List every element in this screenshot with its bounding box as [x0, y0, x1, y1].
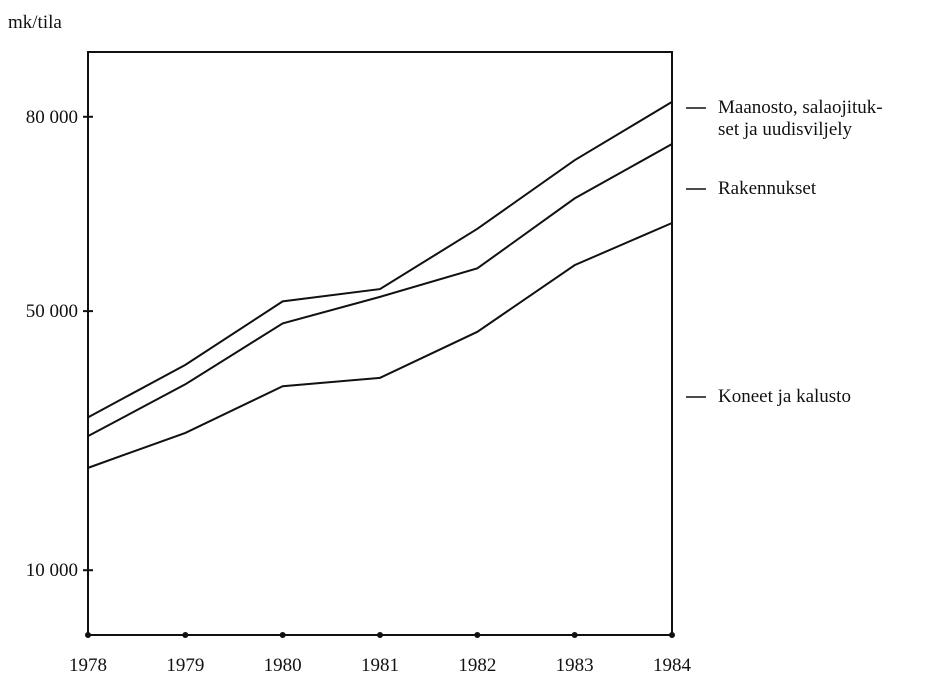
- x-tick: [377, 632, 383, 638]
- x-tick: [571, 632, 578, 638]
- y-axis-label: mk/tila: [8, 12, 62, 33]
- x-tick: [279, 632, 286, 638]
- x-tick-label: 1979: [166, 655, 204, 676]
- y-tick-label: 80 000: [26, 107, 78, 128]
- series-line: [87, 222, 673, 469]
- series-line: [87, 143, 673, 438]
- x-tick-label: 1978: [69, 655, 107, 676]
- x-tick: [182, 632, 189, 638]
- plot-frame: [87, 51, 673, 636]
- x-tick-label: 1980: [264, 655, 302, 676]
- y-tick-label: 50 000: [26, 301, 78, 322]
- y-tick-label: 10 000: [26, 560, 78, 581]
- legend-label: Rakennukset: [718, 178, 817, 199]
- x-tick-label: 1981: [361, 655, 399, 676]
- series-line: [87, 101, 673, 419]
- x-tick-label: 1982: [458, 655, 496, 676]
- legend-label: Koneet ja kalusto: [718, 386, 851, 407]
- x-tick: [85, 632, 91, 638]
- x-tick-label: 1983: [556, 655, 594, 676]
- x-tick: [669, 632, 675, 638]
- x-tick: [474, 632, 481, 638]
- legend-label: Maanosto, salaojituk- set ja uudisviljel…: [718, 97, 883, 140]
- x-tick-label: 1984: [653, 655, 692, 676]
